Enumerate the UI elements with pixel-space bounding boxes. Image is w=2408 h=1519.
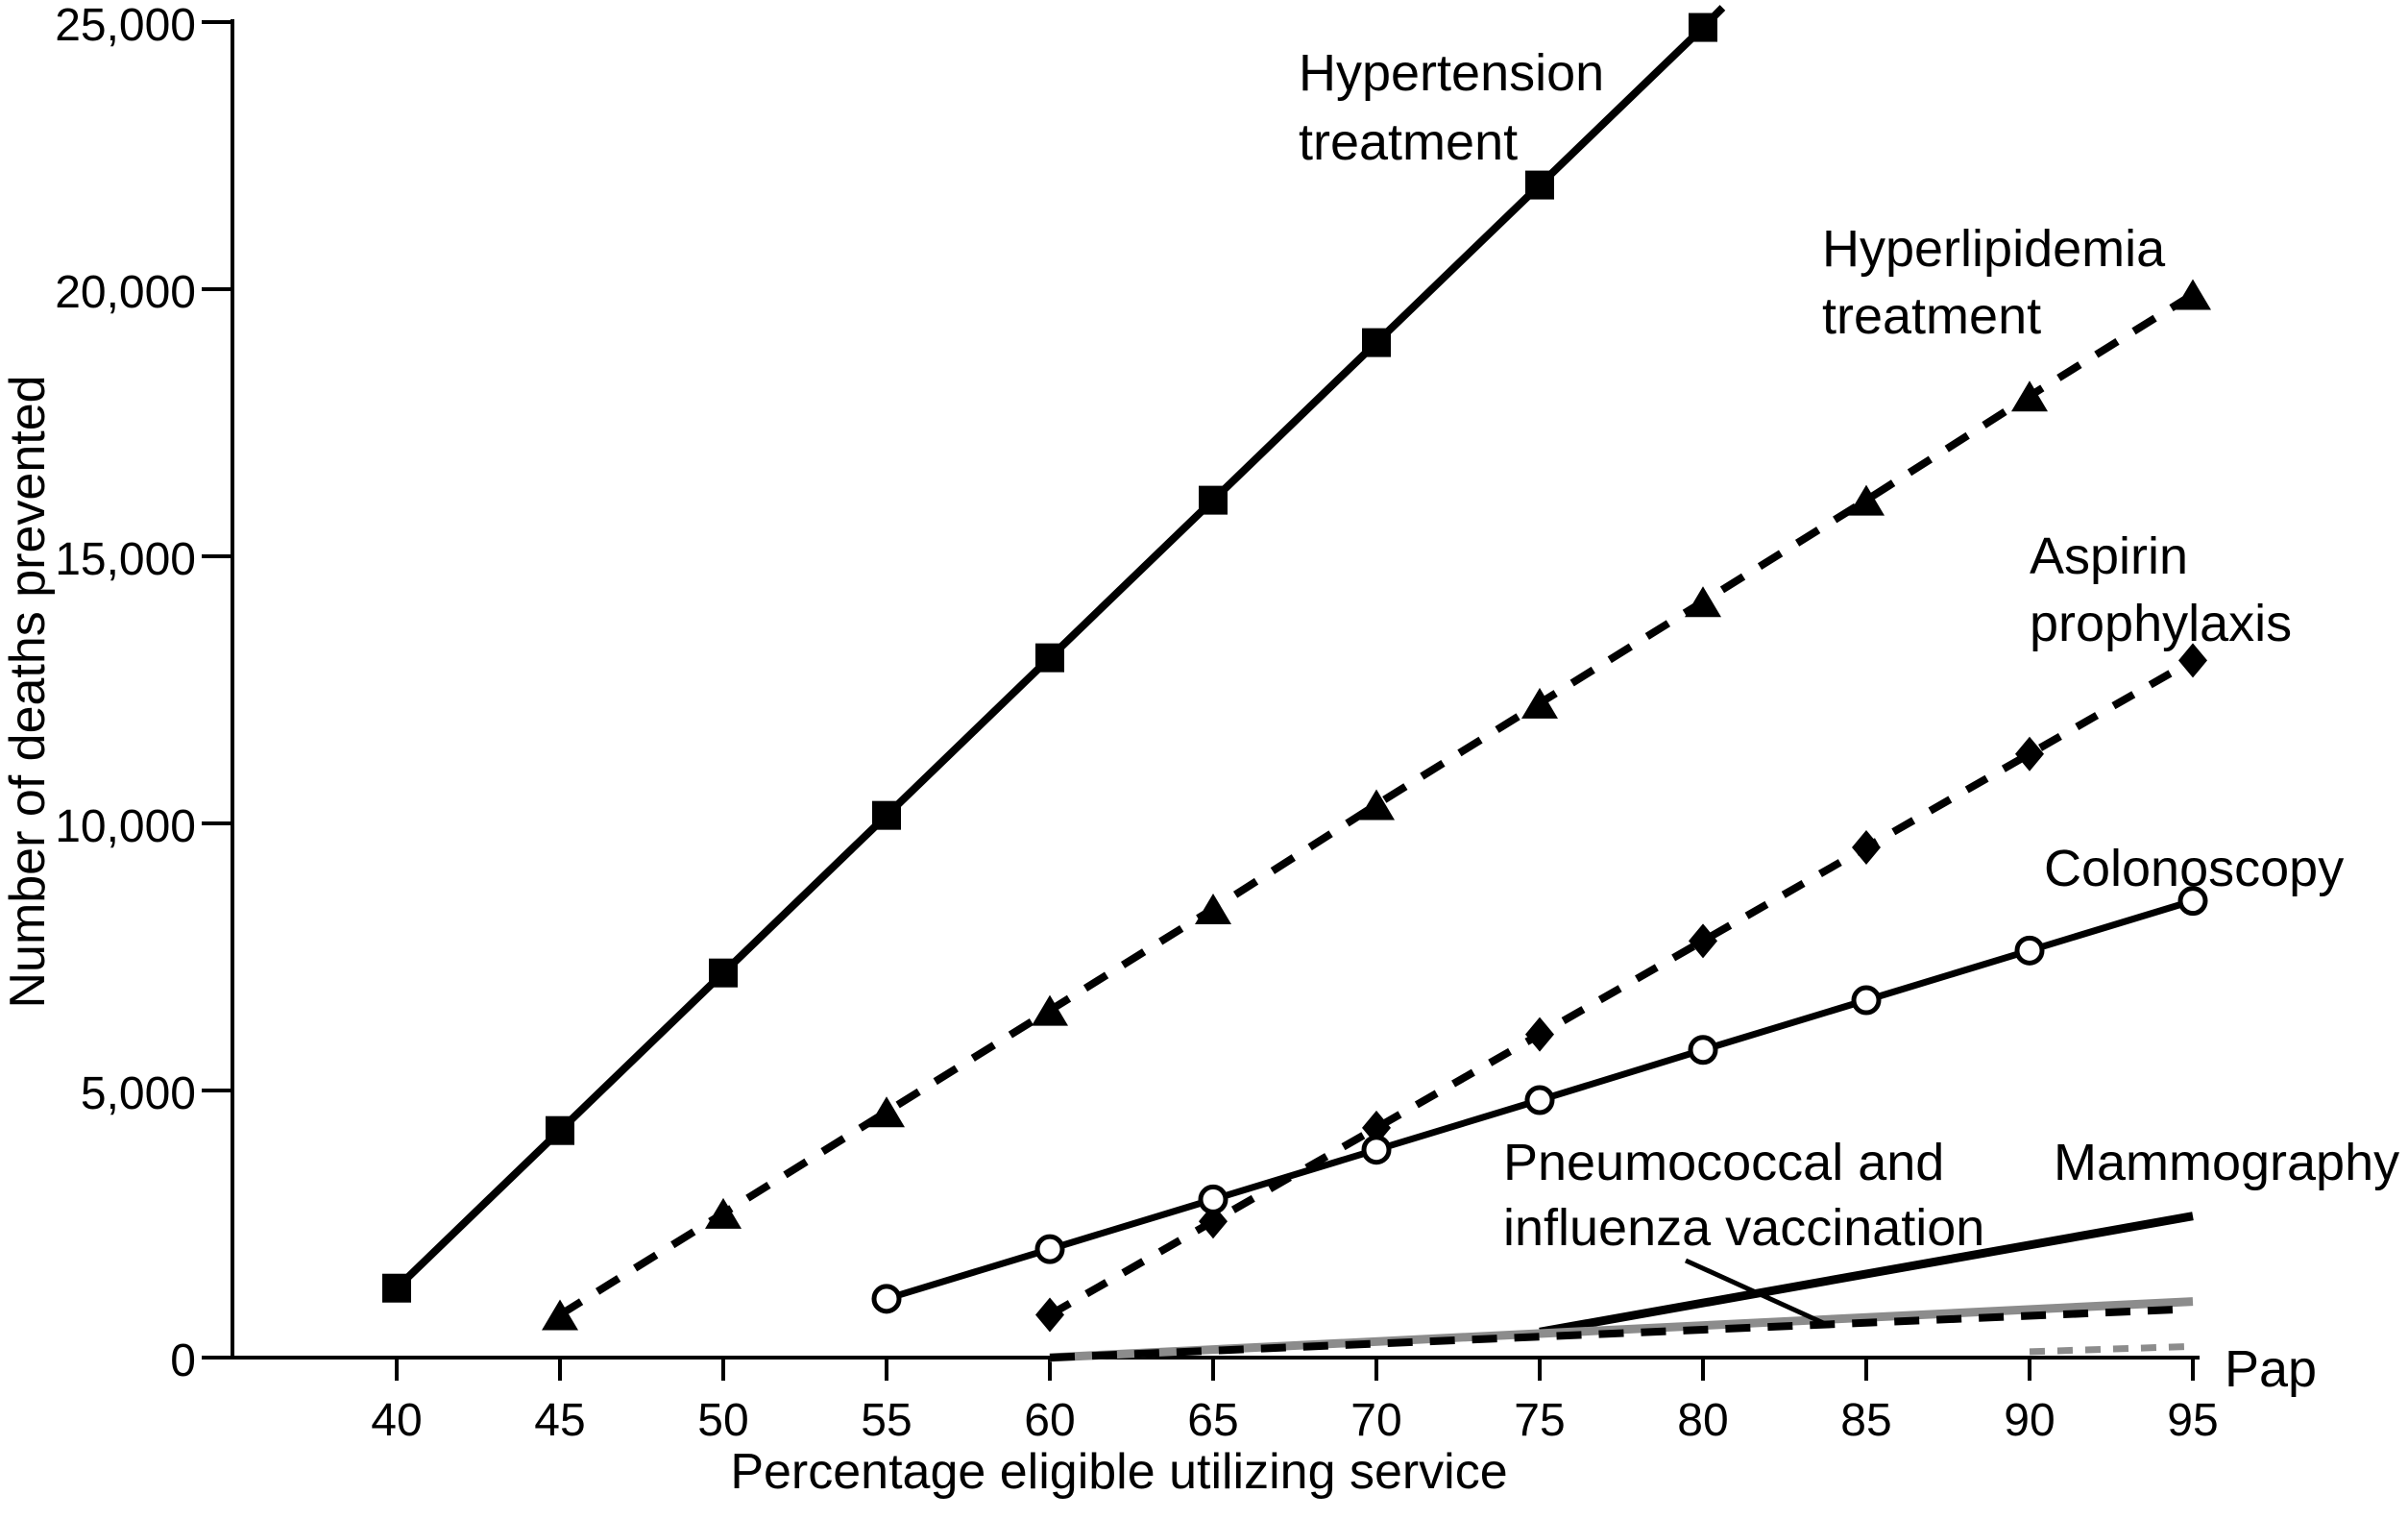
series-pap	[2029, 1342, 2194, 1356]
series-label-aspirin: Aspirin prophylaxis	[2030, 527, 2292, 652]
series-aspirin-prophylaxis	[1035, 643, 2207, 1333]
marker-square	[1362, 328, 1391, 357]
series-label-text: Pneumococcal and	[1503, 1134, 1944, 1191]
marker-triangle	[1685, 586, 1721, 618]
series-line	[557, 291, 2196, 1318]
y-tick-label: 0	[170, 1335, 196, 1386]
marker-open-circle	[871, 1284, 902, 1314]
series-mammography	[1539, 1212, 2194, 1336]
series-label-text: Pap	[2225, 1340, 2317, 1398]
x-axis-title: Percentage eligible utilizing service	[730, 1444, 1507, 1500]
x-tick-label: 70	[1350, 1395, 1401, 1446]
series-label-text: treatment	[1299, 113, 1518, 171]
marker-open-circle	[1524, 1085, 1555, 1115]
series-label-mammography: Mammography	[2054, 1134, 2399, 1191]
marker-open-circle	[1034, 1234, 1065, 1264]
marker-triangle	[1195, 893, 1231, 924]
marker-triangle	[1358, 789, 1395, 821]
marker-diamond	[2015, 736, 2044, 772]
marker-open-circle	[1851, 985, 1882, 1016]
series-label-text: treatment	[1822, 287, 2041, 345]
marker-square	[1525, 170, 1554, 200]
marker-diamond	[1362, 1110, 1391, 1145]
marker-square	[382, 1273, 411, 1303]
series-colonoscopy	[871, 886, 2208, 1314]
marker-open-circle	[1198, 1184, 1228, 1214]
annotations: Hypertension treatment Hyperlipidemia treat…	[1299, 44, 2399, 1398]
marker-diamond	[1852, 830, 1881, 866]
x-tick-label: 65	[1187, 1395, 1238, 1446]
x-tick-label: 80	[1677, 1395, 1728, 1446]
marker-square	[1689, 12, 1717, 42]
x-tick-label: 55	[861, 1395, 912, 1446]
marker-diamond	[1689, 923, 1717, 959]
series-label-text: Colonoscopy	[2044, 840, 2344, 897]
marker-square	[709, 958, 738, 988]
series-line	[1539, 1212, 2194, 1336]
x-tick-label: 45	[534, 1395, 585, 1446]
series-hyperlipidemia-treatment	[542, 279, 2211, 1331]
series-hypertension-treatment	[382, 5, 1726, 1303]
x-tick-label: 85	[1840, 1395, 1891, 1446]
series-line	[394, 5, 1726, 1291]
series-label-text: Aspirin	[2030, 527, 2188, 585]
x-tick-label: 75	[1514, 1395, 1565, 1446]
series-label-text: influenza vaccination	[1503, 1199, 1984, 1257]
marker-square	[1035, 643, 1064, 673]
x-tick-label: 60	[1024, 1395, 1075, 1446]
x-tick-label: 50	[697, 1395, 748, 1446]
series-label-text: Hypertension	[1299, 44, 1604, 102]
y-tick-label: 25,000	[55, 0, 196, 51]
series-label-pap: Pap	[2225, 1340, 2317, 1398]
marker-open-circle	[2014, 935, 2045, 966]
series-label-text: Hyperlipidemia	[1822, 220, 2166, 278]
marker-triangle	[542, 1299, 578, 1331]
marker-triangle	[1032, 994, 1068, 1026]
marker-diamond	[1199, 1204, 1228, 1239]
series-label-text: Mammography	[2054, 1134, 2399, 1191]
marker-diamond	[2178, 643, 2207, 678]
marker-triangle	[868, 1096, 905, 1128]
series-line	[2029, 1342, 2194, 1356]
marker-diamond	[1525, 1017, 1554, 1052]
y-axis-title: Number of deaths prevented	[0, 375, 56, 1008]
marker-square	[546, 1115, 574, 1145]
y-tick-label: 15,000	[55, 534, 196, 585]
series-label-hypertension: Hypertension treatment	[1299, 44, 1604, 171]
x-tick-label: 90	[2004, 1395, 2055, 1446]
series-line	[1049, 1306, 2177, 1361]
marker-open-circle	[2177, 886, 2208, 917]
marker-triangle	[2175, 279, 2211, 310]
marker-open-circle	[1688, 1035, 1718, 1066]
marker-open-circle	[1361, 1135, 1392, 1165]
marker-diamond	[1035, 1297, 1064, 1333]
series-label-hyperlipidemia: Hyperlipidemia treatment	[1822, 220, 2166, 345]
pneumococcal-influenza-callout-line	[1684, 1258, 1832, 1329]
series-pneumococcal-and-influenza-vaccination-black-dashed-line	[1049, 1306, 2177, 1361]
marker-triangle	[705, 1197, 742, 1229]
marker-triangle	[2011, 380, 2048, 412]
marker-triangle	[1848, 484, 1885, 516]
series-label-pneumo-flu: Pneumococcal and influenza vaccination	[1503, 1134, 1984, 1257]
series-label-text: prophylaxis	[2030, 595, 2292, 652]
y-tick-label: 20,000	[55, 267, 196, 318]
data-series	[382, 5, 2211, 1362]
x-tick-label: 95	[2167, 1395, 2218, 1446]
axes: 0 5,000 10,000 15,000 20,000 25,000 40 45 50 55 60…	[55, 0, 2219, 1446]
marker-square	[872, 800, 901, 830]
y-tick-label: 5,000	[81, 1068, 196, 1119]
marker-square	[1199, 485, 1228, 515]
x-tick-label: 40	[371, 1395, 422, 1446]
marker-triangle	[1521, 687, 1558, 719]
series-label-colonoscopy: Colonoscopy	[2044, 840, 2344, 897]
series-line	[1048, 656, 2195, 1318]
y-tick-label: 10,000	[55, 801, 196, 852]
